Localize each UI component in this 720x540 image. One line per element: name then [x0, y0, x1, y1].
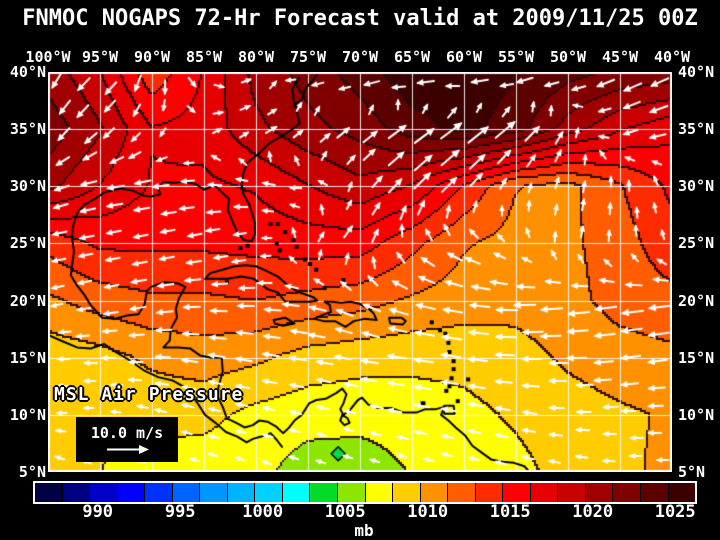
colorbar-cell — [420, 483, 448, 502]
colorbar-cell — [365, 483, 393, 502]
colorbar — [33, 481, 697, 504]
lon-tick-label: 85°W — [185, 48, 223, 66]
colorbar-cell — [35, 483, 62, 502]
field-label: MSL Air Pressure — [54, 384, 244, 405]
lon-tick-label: 80°W — [237, 48, 275, 66]
colorbar-cell — [585, 483, 613, 502]
wind-arrow-icon — [107, 445, 149, 454]
colorbar-cell — [62, 483, 90, 502]
colorbar-cell — [503, 483, 530, 502]
colorbar-cell — [338, 483, 365, 502]
colorbar-cell — [172, 483, 200, 502]
colorbar-cell — [641, 483, 668, 502]
colorbar-tick-label: 995 — [164, 502, 196, 522]
lat-tick-label: 40°N — [9, 63, 46, 81]
colorbar-cell — [613, 483, 641, 502]
lat-tick-label: 10°N — [678, 405, 715, 424]
lat-tick-label: 10°N — [9, 405, 46, 424]
lon-tick-label: 60°W — [445, 48, 483, 66]
colorbar-cell — [448, 483, 475, 502]
colorbar-cell — [117, 483, 145, 502]
lat-tick-label: 30°N — [9, 177, 46, 196]
colorbar-tick-label: 1000 — [242, 502, 284, 522]
lat-tick-label: 30°N — [678, 177, 715, 196]
lat-tick-label: 15°N — [678, 348, 715, 367]
colorbar-tick-label: 1015 — [489, 502, 531, 522]
colorbar-cell — [255, 483, 282, 502]
colorbar-cell — [393, 483, 420, 502]
colorbar-cell — [200, 483, 227, 502]
wind-speed-label: 10.0 m/s — [90, 424, 164, 442]
colorbar-tick-label: 1020 — [572, 502, 614, 522]
lon-tick-label: 55°W — [497, 48, 535, 66]
colorbar-units: mb — [354, 521, 374, 540]
colorbar-cell — [282, 483, 310, 502]
colorbar-cell — [310, 483, 338, 502]
colorbar-tick-label: 990 — [82, 502, 114, 522]
lon-tick-label: 70°W — [341, 48, 379, 66]
colorbar-tick-label: 1005 — [324, 502, 366, 522]
lon-tick-label: 100°W — [25, 48, 71, 66]
lat-tick-label: 35°N — [678, 120, 715, 139]
lat-tick-label: 20°N — [678, 291, 715, 310]
colorbar-cell — [227, 483, 255, 502]
colorbar-cell — [475, 483, 503, 502]
colorbar-tick-label: 1025 — [654, 502, 696, 522]
colorbar-tick-label: 1010 — [407, 502, 449, 522]
lat-tick-label: 15°N — [9, 348, 46, 367]
lat-tick-label: 5°N — [18, 463, 46, 481]
pressure-map-canvas — [48, 72, 672, 472]
lon-tick-label: 40°W — [653, 48, 691, 66]
page-title: FNMOC NOGAPS 72-Hr Forecast valid at 200… — [22, 6, 698, 31]
colorbar-cell — [145, 483, 172, 502]
lat-tick-label: 5°N — [678, 463, 706, 481]
wind-speed-legend: 10.0 m/s — [76, 417, 178, 462]
lon-tick-label: 45°W — [601, 48, 639, 66]
lat-tick-label: 40°N — [678, 63, 715, 81]
lon-tick-label: 50°W — [549, 48, 587, 66]
lon-tick-label: 65°W — [393, 48, 431, 66]
lat-tick-label: 20°N — [9, 291, 46, 310]
lat-tick-label: 35°N — [9, 120, 46, 139]
colorbar-cell — [558, 483, 585, 502]
lon-tick-label: 95°W — [81, 48, 119, 66]
lon-tick-label: 75°W — [289, 48, 327, 66]
lon-tick-label: 90°W — [133, 48, 171, 66]
colorbar-cell — [90, 483, 117, 502]
lat-tick-label: 25°N — [9, 234, 46, 253]
colorbar-cell — [668, 483, 696, 502]
colorbar-cell — [530, 483, 558, 502]
lat-tick-label: 25°N — [678, 234, 715, 253]
